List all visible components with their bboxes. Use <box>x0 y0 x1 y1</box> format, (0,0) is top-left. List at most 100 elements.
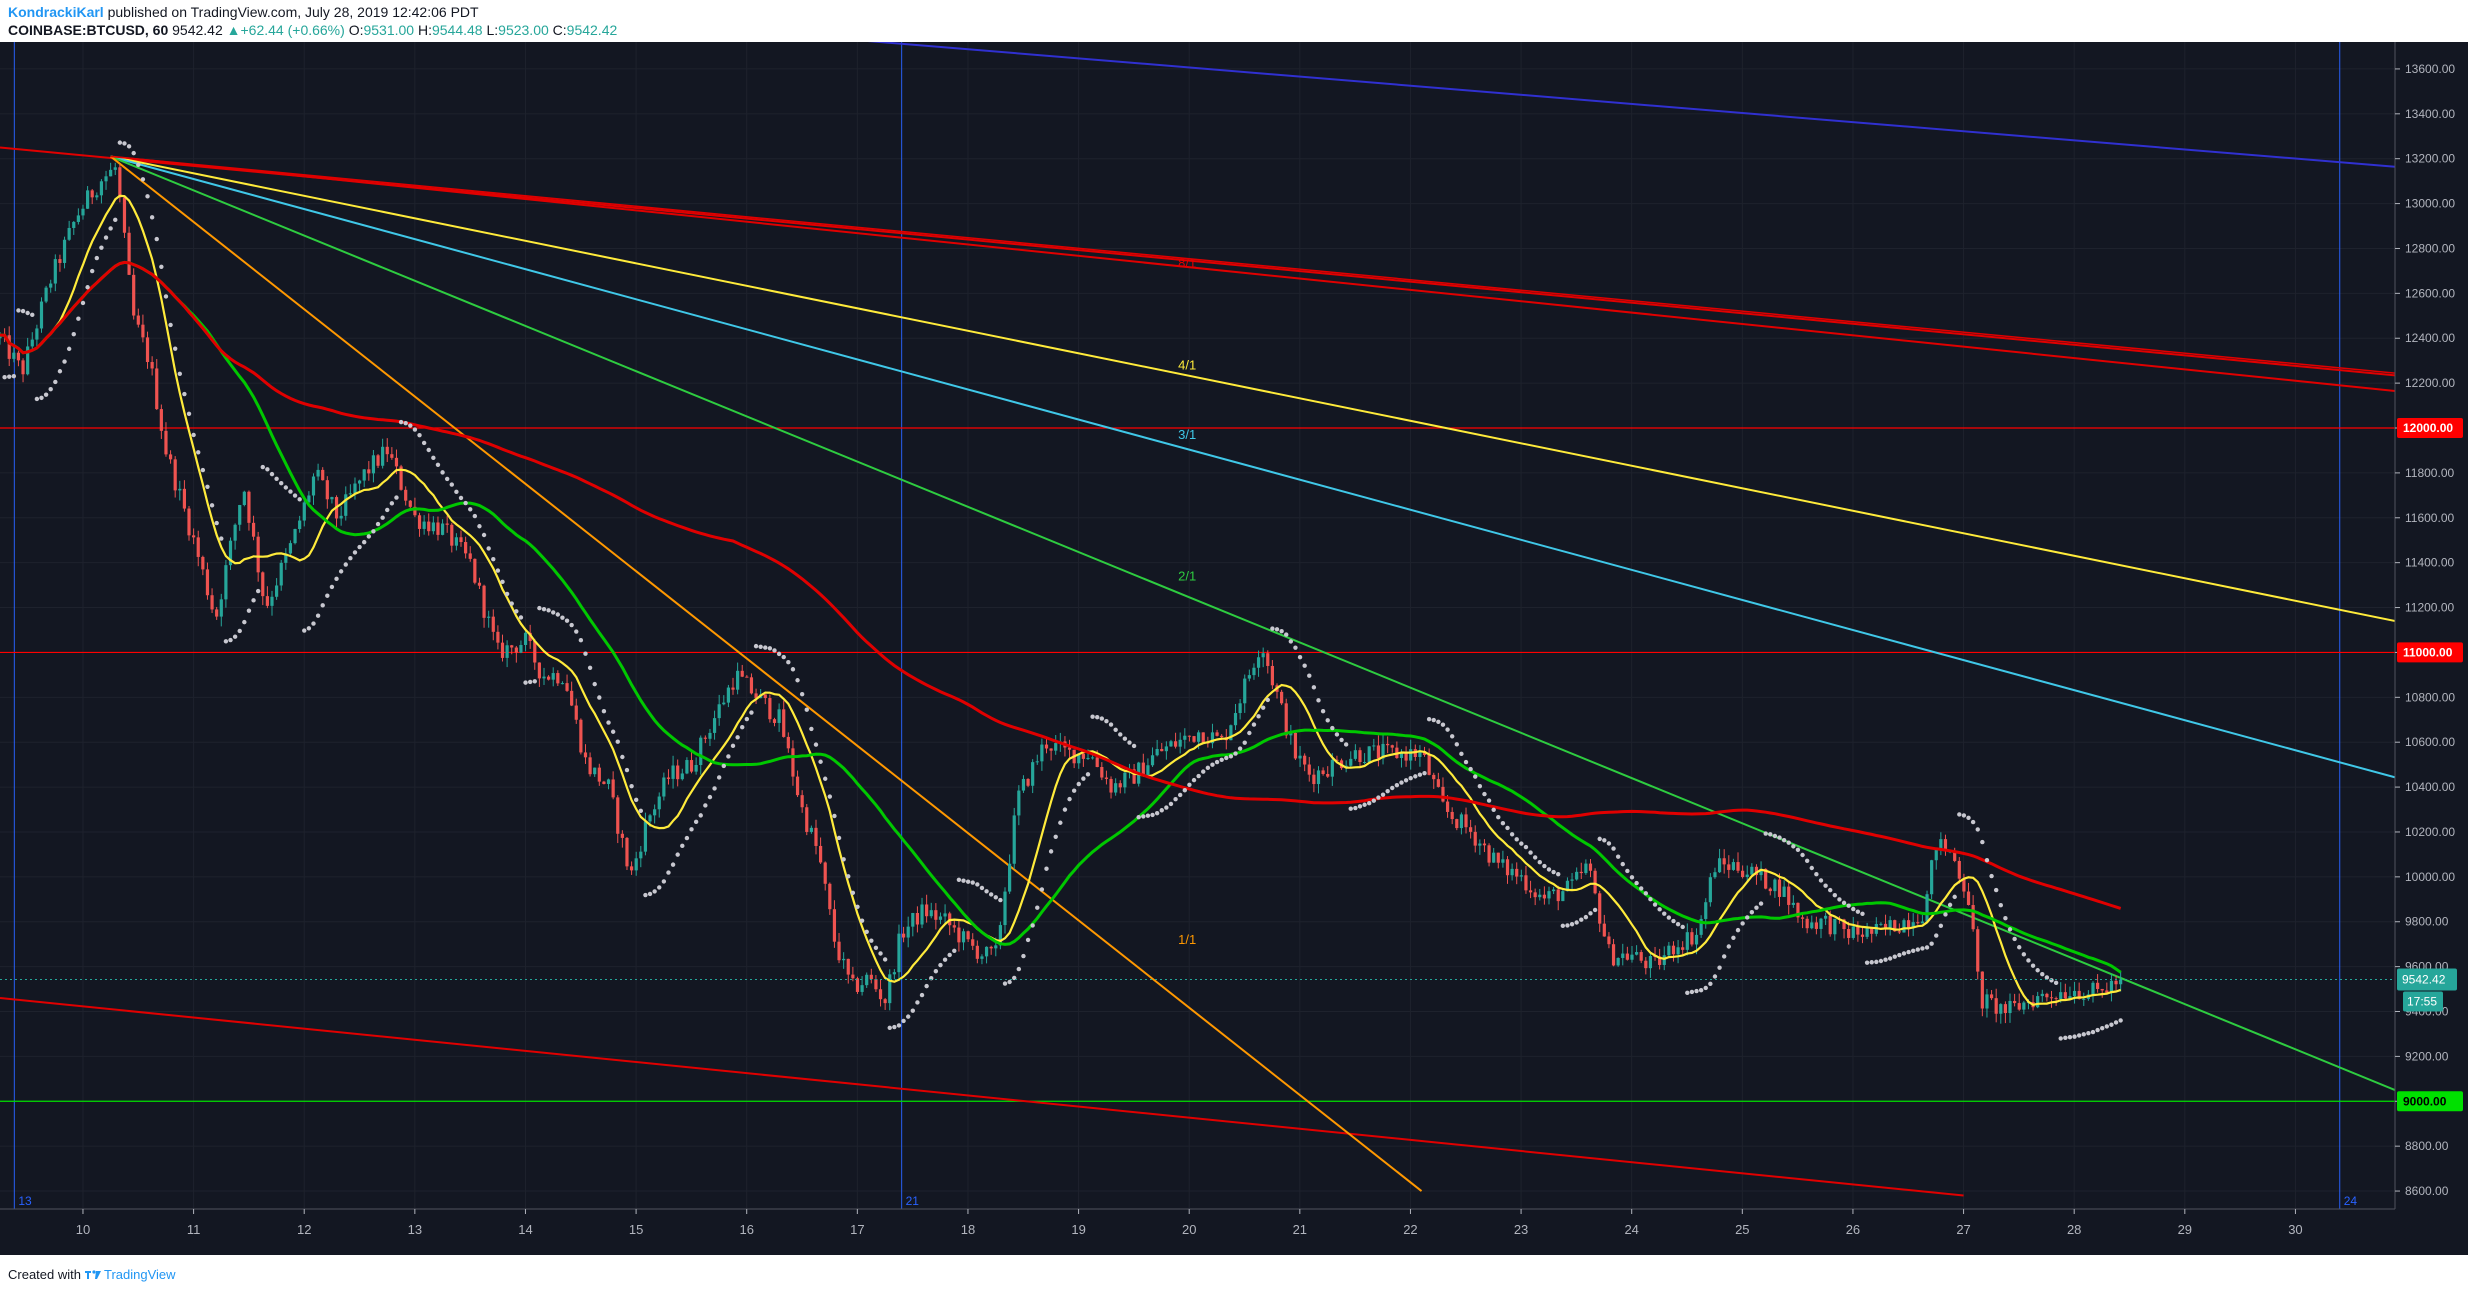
candle-body[interactable] <box>1777 879 1782 897</box>
candle-body[interactable] <box>90 190 94 198</box>
candle-body[interactable] <box>1625 953 1629 960</box>
candle-body[interactable] <box>288 543 293 554</box>
candle-body[interactable] <box>1773 879 1777 892</box>
candle-body[interactable] <box>1293 732 1298 759</box>
fan-ray[interactable] <box>110 155 1423 1192</box>
candle-body[interactable] <box>12 352 16 359</box>
candle-body[interactable] <box>2100 988 2104 991</box>
trendline[interactable] <box>525 42 2406 168</box>
candle-body[interactable] <box>1505 859 1510 876</box>
candle-body[interactable] <box>1160 748 1164 752</box>
candle-body[interactable] <box>35 328 39 340</box>
candle-body[interactable] <box>76 215 80 222</box>
candle-body[interactable] <box>1782 886 1786 897</box>
candle-body[interactable] <box>2068 996 2072 999</box>
candle-body[interactable] <box>1690 932 1694 945</box>
candle-body[interactable] <box>1247 675 1251 679</box>
candle-body[interactable] <box>1155 748 1159 756</box>
candle-body[interactable] <box>2091 982 2095 995</box>
candle-body[interactable] <box>1326 773 1330 777</box>
candle-body[interactable] <box>717 704 721 719</box>
candle-body[interactable] <box>533 641 537 663</box>
candle-body[interactable] <box>367 469 371 474</box>
candle-body[interactable] <box>1750 866 1754 875</box>
candle-body[interactable] <box>2049 997 2054 999</box>
candle-body[interactable] <box>1017 790 1021 816</box>
candle-body[interactable] <box>814 827 818 846</box>
candle-body[interactable] <box>1833 918 1837 935</box>
candle-body[interactable] <box>1427 754 1431 775</box>
candle-body[interactable] <box>2063 992 2067 999</box>
time-axis[interactable]: 10 11 12 13 14 15 16 17 18 19 20 21 22 23 24 25 26 27 28 29… <box>0 1208 2468 1255</box>
candle-body[interactable] <box>1856 926 1860 935</box>
candle-body[interactable] <box>823 862 827 884</box>
candle-body[interactable] <box>26 346 30 375</box>
candle-body[interactable] <box>298 520 302 530</box>
candle-body[interactable] <box>1353 750 1357 759</box>
candle-body[interactable] <box>565 683 569 691</box>
candle-body[interactable] <box>1759 868 1763 876</box>
candle-body[interactable] <box>1026 778 1030 786</box>
candle-body[interactable] <box>583 752 588 758</box>
candle-body[interactable] <box>874 979 878 990</box>
candle-body[interactable] <box>1316 770 1321 785</box>
candle-body[interactable] <box>49 283 53 288</box>
candle-body[interactable] <box>339 515 343 519</box>
candle-body[interactable] <box>676 765 680 780</box>
candle-body[interactable] <box>1459 814 1464 829</box>
candle-body[interactable] <box>182 488 187 509</box>
candle-body[interactable] <box>1104 777 1109 779</box>
candle-body[interactable] <box>450 524 454 546</box>
candle-body[interactable] <box>1736 862 1740 871</box>
candle-body[interactable] <box>768 698 772 720</box>
candle-body[interactable] <box>496 631 500 643</box>
candle-body[interactable] <box>1478 843 1482 846</box>
candle-body[interactable] <box>699 737 703 766</box>
candle-body[interactable] <box>265 596 269 606</box>
candle-body[interactable] <box>689 760 694 772</box>
candle-body[interactable] <box>782 709 786 737</box>
candle-body[interactable] <box>1538 894 1542 898</box>
candle-body[interactable] <box>482 585 486 618</box>
candle-body[interactable] <box>1303 755 1307 765</box>
candle-body[interactable] <box>855 978 860 992</box>
candle-body[interactable] <box>998 925 1002 946</box>
candle-body[interactable] <box>819 845 823 863</box>
candle-body[interactable] <box>1584 863 1588 874</box>
candle-body[interactable] <box>1644 960 1648 969</box>
candle-body[interactable] <box>1197 732 1201 742</box>
candle-body[interactable] <box>634 858 638 871</box>
candle-body[interactable] <box>1667 945 1671 956</box>
candle-body[interactable] <box>597 767 601 782</box>
candle-body[interactable] <box>1805 918 1809 929</box>
candle-body[interactable] <box>961 931 966 943</box>
candle-body[interactable] <box>164 430 168 455</box>
candle-body[interactable] <box>1911 922 1915 929</box>
candle-body[interactable] <box>44 287 48 302</box>
candle-body[interactable] <box>109 169 113 177</box>
candle-body[interactable] <box>1298 755 1302 759</box>
candle-body[interactable] <box>215 609 219 617</box>
candle-body[interactable] <box>1307 764 1311 775</box>
candle-body[interactable] <box>1008 863 1012 892</box>
candle-body[interactable] <box>1515 868 1519 877</box>
candle-body[interactable] <box>95 195 99 198</box>
candle-body[interactable] <box>159 409 163 431</box>
candle-body[interactable] <box>168 454 173 460</box>
candle-body[interactable] <box>1588 863 1593 871</box>
candle-body[interactable] <box>344 494 348 516</box>
candle-body[interactable] <box>67 227 71 240</box>
candle-body[interactable] <box>1980 971 1984 1009</box>
candle-body[interactable] <box>1713 872 1717 878</box>
candle-body[interactable] <box>1238 703 1242 714</box>
candle-body[interactable] <box>828 883 832 910</box>
candle-body[interactable] <box>404 489 408 501</box>
candle-body[interactable] <box>1109 778 1113 793</box>
candle-body[interactable] <box>653 809 657 816</box>
candle-body[interactable] <box>1233 713 1238 726</box>
candle-body[interactable] <box>1501 859 1505 863</box>
candle-body[interactable] <box>1358 750 1362 763</box>
candle-body[interactable] <box>132 274 136 316</box>
candle-body[interactable] <box>754 693 758 699</box>
candle-body[interactable] <box>224 565 228 600</box>
